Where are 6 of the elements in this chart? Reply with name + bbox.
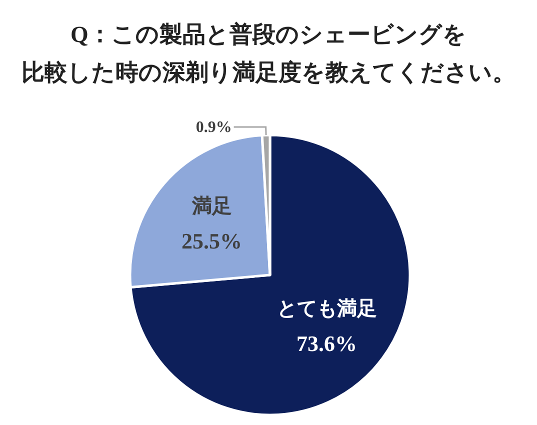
data-label: 0.9%: [196, 119, 232, 136]
data-label: 73.6%: [296, 331, 358, 356]
data-label: 25.5%: [182, 228, 242, 254]
slice-label: とても満足: [276, 298, 377, 320]
chart-title: Q：この製品と普段のシェービングを比較した時の深剃り満足度を教えてください。: [22, 21, 516, 85]
slice-label: 満足: [190, 196, 232, 218]
